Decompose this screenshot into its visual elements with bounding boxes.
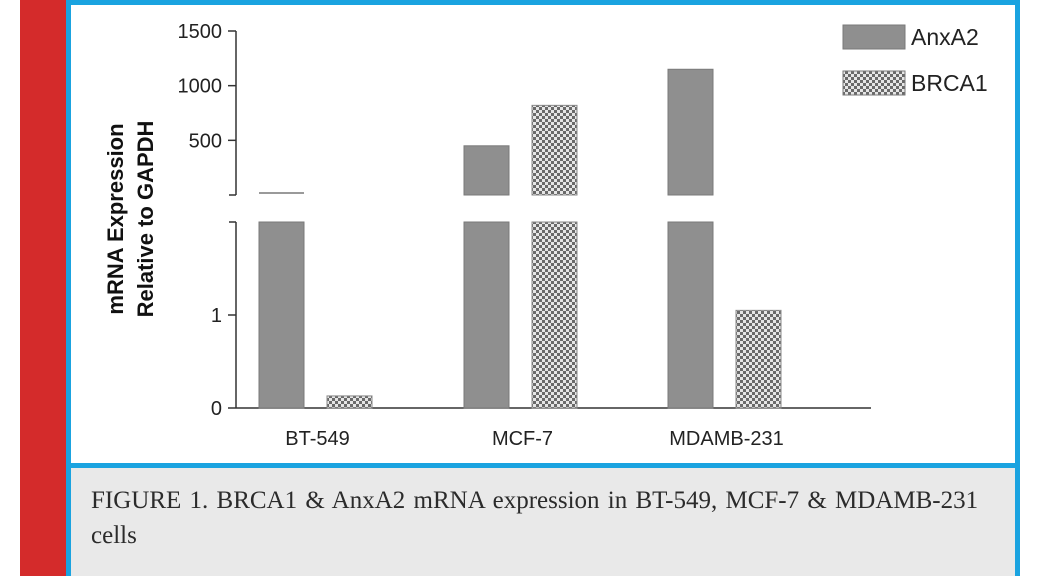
y-tick-label: 500 [189,130,222,152]
bars [258,68,782,409]
x-tick-label: MDAMB-231 [669,428,783,450]
y-tick-label: 0 [211,398,222,420]
legend-swatch-anxa2 [842,24,906,50]
x-tick-label: MCF-7 [492,428,553,450]
figure-caption: FIGURE 1. BRCA1 & AnxA2 mRNA expression … [91,487,979,549]
legend-swatch-brca1 [842,70,906,96]
chart-panel: 0 1 500 1000 1500 mRNA Expression Relative to … [71,0,1015,468]
bar-anxa2-mdamb-231-upper [667,68,714,196]
y-tick-label: 1000 [178,76,223,98]
figure-frame: 0 1 500 1000 1500 mRNA Expression Relative to … [66,0,1020,576]
legend: AnxA2 BRCA1 [842,24,988,96]
y-axis-label: Relative to GAPDH [133,121,158,318]
bar-anxa2-bt-549 [258,221,305,409]
bar-anxa2-mcf-7-upper [463,145,510,196]
bar-brca1-bt-549 [326,395,373,409]
caption-panel: FIGURE 1. BRCA1 & AnxA2 mRNA expression … [71,468,1015,576]
x-tick-label: BT-549 [285,428,349,450]
y-axis-label: mRNA Expression [103,123,128,314]
legend-label-brca1: BRCA1 [911,70,988,96]
y-tick-label: 1 [211,305,222,327]
bar-anxa2-mcf-7-lower [463,221,510,409]
bar-brca1-mcf-7-lower [531,221,578,409]
y-tick-label: 1500 [178,21,223,43]
bar-anxa2-mdamb-231-lower [667,221,714,409]
red-side-bar [20,0,66,576]
bar-brca1-mcf-7-upper [531,104,578,196]
legend-label-anxa2: AnxA2 [911,24,979,50]
bar-brca1-mdamb-231 [735,309,782,409]
